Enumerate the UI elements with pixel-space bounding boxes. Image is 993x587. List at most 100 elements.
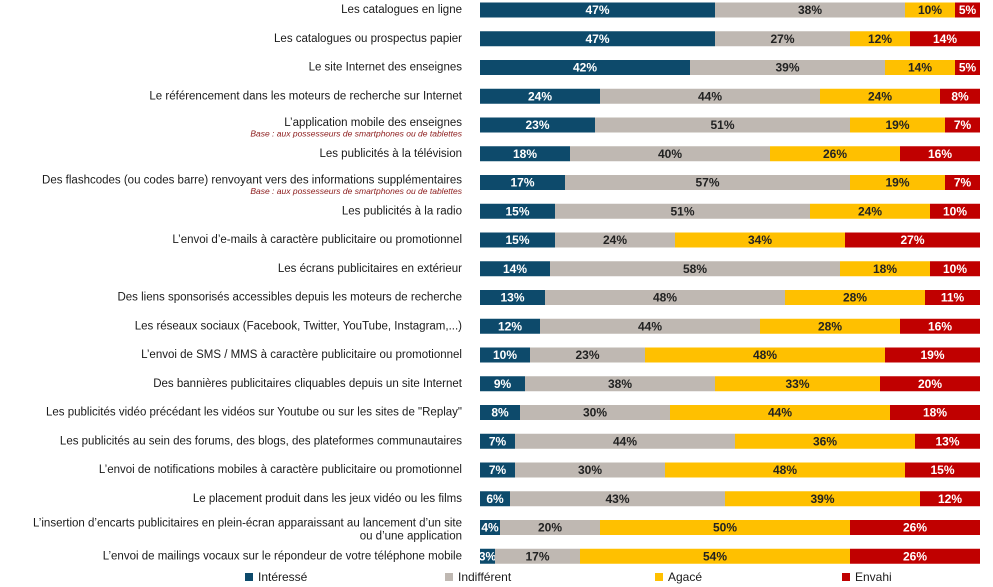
data-label: 15% <box>505 204 529 218</box>
data-label: 7% <box>954 176 972 190</box>
data-label: 15% <box>930 463 954 477</box>
bar-segment <box>600 520 850 535</box>
category-label: L’insertion d’encarts publicitaires en p… <box>33 518 462 530</box>
data-label: 47% <box>585 32 609 46</box>
bar-segment <box>715 2 905 18</box>
category-label: ou d’une application <box>360 531 462 543</box>
bar-segment <box>595 117 850 133</box>
category-label: Les catalogues ou prospectus papier <box>274 33 462 45</box>
data-label: 24% <box>858 204 882 218</box>
data-label: 15% <box>505 233 529 247</box>
data-label: 39% <box>775 61 799 75</box>
bar-segment <box>845 232 980 248</box>
data-label: 5% <box>959 61 977 75</box>
data-label: 5% <box>959 3 977 17</box>
data-label: 7% <box>954 118 972 132</box>
data-label: 10% <box>493 348 517 362</box>
bar-segment <box>480 318 540 334</box>
bar-segment <box>715 31 850 47</box>
bar-segment <box>480 462 515 478</box>
data-label: 13% <box>935 434 959 448</box>
bar-segment <box>930 261 980 277</box>
bar-segment <box>480 175 565 190</box>
category-label: Le référencement dans les moteurs de rec… <box>149 90 462 102</box>
bar-segment <box>955 60 980 75</box>
legend-label: Envahi <box>855 570 892 584</box>
bar-segment <box>545 290 785 305</box>
base-note: Base : aux possesseurs de smartphones ou… <box>250 128 462 138</box>
bar-segment <box>480 376 525 392</box>
bar-segment <box>760 318 900 334</box>
data-label: 23% <box>575 348 599 362</box>
data-label: 57% <box>695 176 719 190</box>
data-label: 12% <box>868 32 892 46</box>
data-label: 10% <box>943 262 967 276</box>
data-label: 14% <box>933 32 957 46</box>
data-label: 20% <box>918 377 942 391</box>
data-label: 26% <box>903 549 927 563</box>
data-label: 48% <box>653 291 677 305</box>
bar-segment <box>480 491 510 507</box>
data-label: 48% <box>773 463 797 477</box>
bar-segment <box>480 232 555 248</box>
data-label: 58% <box>683 262 707 276</box>
bar-segment <box>480 31 715 47</box>
bar-segment <box>495 548 580 564</box>
bar-segment <box>565 175 850 190</box>
bar-segment <box>850 548 980 564</box>
data-label: 7% <box>489 463 507 477</box>
bar-segment <box>890 405 980 420</box>
data-label: 44% <box>613 434 637 448</box>
data-label: 8% <box>491 406 509 420</box>
data-label: 34% <box>748 233 772 247</box>
data-label: 18% <box>923 406 947 420</box>
bar-segment <box>910 31 980 47</box>
bar-segment <box>480 290 545 305</box>
data-label: 23% <box>525 118 549 132</box>
data-label: 12% <box>498 319 522 333</box>
data-label: 19% <box>885 176 909 190</box>
data-label: 38% <box>798 3 822 17</box>
bar-segment <box>945 175 980 190</box>
bar-segment <box>900 318 980 334</box>
bar-segment <box>525 376 715 392</box>
data-label: 27% <box>900 233 924 247</box>
bar-segment <box>930 203 980 219</box>
category-label: Les publicités vidéo précédant les vidéo… <box>46 407 462 419</box>
data-label: 43% <box>605 492 629 506</box>
bar-segment <box>480 347 530 363</box>
data-label: 48% <box>753 348 777 362</box>
category-label: Les publicités à la radio <box>342 205 462 217</box>
data-label: 44% <box>698 89 722 103</box>
bar-segment <box>600 88 820 104</box>
bar-segment <box>675 232 845 248</box>
data-label: 6% <box>486 492 504 506</box>
data-label: 16% <box>928 147 952 161</box>
bar-segment <box>915 433 980 449</box>
bar-segment <box>480 203 555 219</box>
data-label: 27% <box>770 32 794 46</box>
data-label: 47% <box>585 3 609 17</box>
bar-segment <box>480 405 520 420</box>
bar-segment <box>555 232 675 248</box>
data-label: 54% <box>703 549 727 563</box>
data-label: 20% <box>538 521 562 535</box>
legend-swatch <box>842 573 850 581</box>
bar-segment <box>770 146 900 162</box>
bar-segment <box>645 347 885 363</box>
data-label: 18% <box>873 262 897 276</box>
bar-segment <box>670 405 890 420</box>
data-label: 50% <box>713 521 737 535</box>
bar-segment <box>530 347 645 363</box>
bar-segment <box>840 261 930 277</box>
data-label: 14% <box>908 61 932 75</box>
data-label: 39% <box>810 492 834 506</box>
data-label: 18% <box>513 147 537 161</box>
data-label: 12% <box>938 492 962 506</box>
bar-segment <box>905 462 980 478</box>
bar-segment <box>520 405 670 420</box>
data-label: 28% <box>818 319 842 333</box>
data-label: 14% <box>503 262 527 276</box>
